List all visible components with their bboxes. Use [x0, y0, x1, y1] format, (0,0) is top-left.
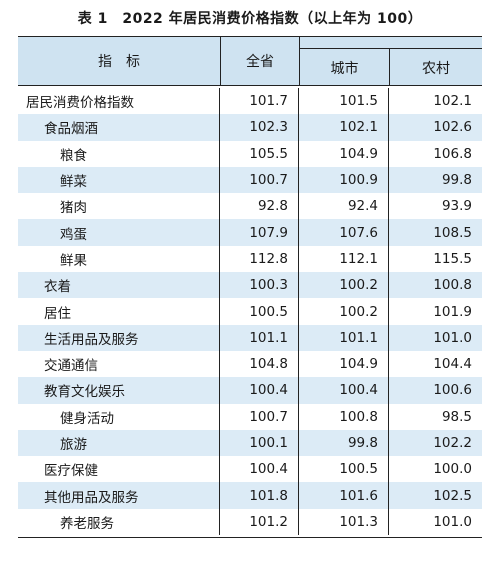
table-row: 鸡蛋 107.9 107.6 108.5 [18, 219, 482, 246]
header-province: 全省 [221, 37, 300, 85]
row-value-urban: 92.4 [299, 193, 389, 220]
table-row: 医疗保健 100.4 100.5 100.0 [18, 456, 482, 483]
row-value-province: 101.1 [220, 324, 299, 351]
row-value-rural: 101.0 [433, 329, 472, 346]
row-value-rural: 102.5 [433, 487, 472, 504]
row-value-urban: 100.9 [299, 166, 389, 194]
row-value-rural: 100.8 [433, 277, 472, 294]
row-indicator-name: 鲜果 [18, 245, 220, 273]
row-value-province: 100.5 [220, 298, 299, 325]
row-indicator-name: 医疗保健 [18, 456, 220, 483]
table-header: 指 标 全省 城市 农村 [18, 37, 482, 86]
row-value-province: 101.7 [220, 88, 299, 115]
table-body: 居民消费价格指数 101.7 101.5 102.1 食品烟酒 102.3 102.1 102… [18, 86, 482, 537]
table-row: 养老服务 101.2 101.3 101.0 [18, 508, 482, 536]
row-indicator-name: 衣着 [18, 272, 220, 299]
row-value-urban: 100.8 [299, 403, 389, 430]
row-value-rural: 108.5 [433, 224, 472, 241]
row-value-province: 100.7 [220, 166, 299, 194]
row-value-province: 100.3 [220, 272, 299, 299]
row-indicator-name: 鲜菜 [18, 166, 220, 194]
row-indicator-name: 居住 [18, 298, 220, 325]
row-value-province: 92.8 [220, 193, 299, 220]
row-value-rural: 104.4 [433, 356, 472, 373]
row-value-urban: 104.9 [299, 140, 389, 167]
row-indicator-name: 教育文化娱乐 [18, 377, 220, 404]
row-indicator-name: 交通通信 [18, 350, 220, 378]
row-value-province: 107.9 [220, 219, 299, 246]
row-value-urban: 112.1 [299, 245, 389, 273]
table-row: 交通通信 104.8 104.9 104.4 [18, 350, 482, 378]
table-row: 粮食 105.5 104.9 106.8 [18, 140, 482, 167]
table-row: 居民消费价格指数 101.7 101.5 102.1 [18, 88, 482, 115]
row-value-province: 101.8 [220, 482, 299, 509]
row-value-rural: 115.5 [433, 250, 472, 267]
row-value-rural: 102.2 [433, 435, 472, 451]
row-value-rural: 101.9 [433, 303, 472, 320]
row-value-urban: 102.1 [299, 114, 389, 141]
table-row: 食品烟酒 102.3 102.1 102.6 [18, 114, 482, 141]
row-indicator-name: 鸡蛋 [18, 219, 220, 246]
table-row: 健身活动 100.7 100.8 98.5 [18, 403, 482, 430]
row-value-rural: 102.6 [433, 119, 472, 136]
row-value-rural: 101.0 [433, 513, 472, 530]
table-row: 鲜果 112.8 112.1 115.5 [18, 245, 482, 273]
table-row: 旅游 100.1 99.8 102.2 [18, 429, 482, 457]
header-rural: 农村 [390, 48, 482, 86]
row-value-urban: 101.5 [299, 88, 389, 115]
row-value-province: 100.4 [220, 456, 299, 483]
row-value-rural: 93.9 [441, 198, 472, 215]
price-index-table: 指 标 全省 城市 农村 居民消费价格指数 101.7 101.5 102.1 食品烟酒… [18, 36, 482, 539]
header-urban: 城市 [300, 48, 390, 86]
row-value-province: 105.5 [220, 140, 299, 167]
row-value-province: 102.3 [220, 114, 299, 141]
row-indicator-name: 其他用品及服务 [18, 482, 220, 509]
row-value-rural: 99.8 [441, 172, 472, 189]
row-value-province: 104.8 [220, 350, 299, 378]
row-indicator-name: 健身活动 [18, 403, 220, 430]
row-value-rural: 100.0 [433, 461, 472, 478]
row-indicator-name: 旅游 [18, 429, 220, 457]
row-indicator-name: 生活用品及服务 [18, 324, 220, 351]
table-row: 生活用品及服务 101.1 101.1 101.0 [18, 324, 482, 351]
row-value-urban: 107.6 [299, 219, 389, 246]
row-indicator-name: 食品烟酒 [18, 114, 220, 141]
table-row: 鲜菜 100.7 100.9 99.8 [18, 166, 482, 194]
header-indicator: 指 标 [18, 37, 221, 85]
row-value-urban: 100.2 [299, 272, 389, 299]
row-value-rural: 98.5 [441, 408, 472, 425]
row-value-urban: 104.9 [299, 350, 389, 378]
row-value-urban: 99.8 [299, 429, 389, 457]
row-value-urban: 100.5 [299, 456, 389, 483]
row-value-urban: 100.4 [299, 377, 389, 404]
row-indicator-name: 养老服务 [18, 508, 220, 536]
table-row: 居住 100.5 100.2 101.9 [18, 298, 482, 325]
row-indicator-name: 粮食 [18, 140, 220, 167]
row-value-urban: 100.2 [299, 298, 389, 325]
row-value-rural: 102.1 [433, 93, 472, 110]
row-indicator-name: 居民消费价格指数 [18, 88, 220, 115]
row-indicator-name: 猪肉 [18, 193, 220, 220]
row-value-province: 101.2 [220, 508, 299, 536]
row-value-rural: 106.8 [433, 145, 472, 162]
table-row: 猪肉 92.8 92.4 93.9 [18, 193, 482, 220]
row-value-province: 112.8 [220, 245, 299, 273]
table-row: 衣着 100.3 100.2 100.8 [18, 272, 482, 299]
table-row: 教育文化娱乐 100.4 100.4 100.6 [18, 377, 482, 404]
row-value-province: 100.7 [220, 403, 299, 430]
row-value-urban: 101.6 [299, 482, 389, 509]
row-value-urban: 101.1 [299, 324, 389, 351]
table-title: 表 1 2022 年居民消费价格指数（以上年为 100） [77, 11, 423, 27]
row-value-urban: 101.3 [299, 508, 389, 536]
row-value-rural: 100.6 [433, 382, 472, 399]
row-value-province: 100.1 [220, 429, 299, 457]
row-value-province: 100.4 [220, 377, 299, 404]
table-row: 其他用品及服务 101.8 101.6 102.5 [18, 482, 482, 509]
